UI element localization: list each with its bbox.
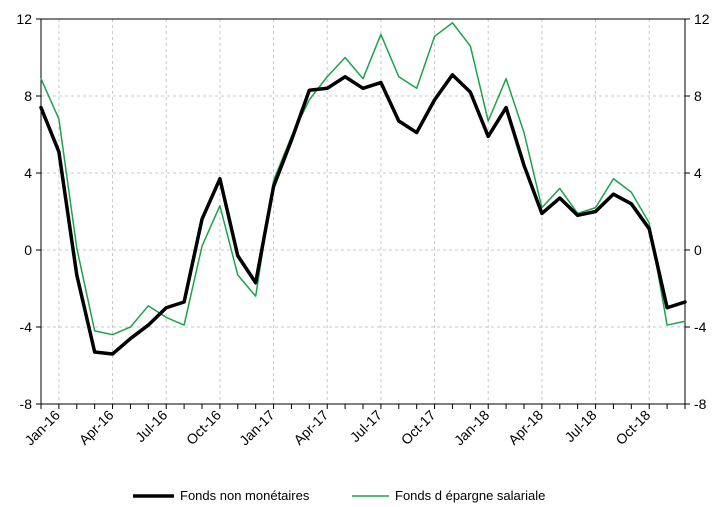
y-axis-right-labels: -8 -4 0 4 8 12 bbox=[694, 11, 710, 412]
x-tick-label: Apr-18 bbox=[505, 407, 546, 448]
legend: Fonds non monétaires Fonds d épargne sal… bbox=[133, 488, 545, 503]
x-tick-label: Apr-17 bbox=[290, 407, 331, 448]
x-tick-label: Jul-17 bbox=[347, 407, 385, 445]
y-tick-label-left: -4 bbox=[20, 319, 33, 335]
series-lines bbox=[39, 22, 687, 356]
y-tick-label-right: 8 bbox=[694, 88, 702, 104]
x-tick-label: Jan-17 bbox=[236, 407, 278, 449]
y-tick-label-right: -4 bbox=[694, 319, 707, 335]
x-tick-label: Oct-17 bbox=[398, 407, 439, 448]
x-tick-label: Jul-16 bbox=[132, 407, 170, 445]
x-axis-labels: Jan-16 Apr-16 Jul-16 Oct-16 Jan-17 Apr-17 Jul-… bbox=[21, 407, 653, 449]
series-line-1 bbox=[39, 73, 687, 356]
x-tick-label: Oct-18 bbox=[612, 407, 653, 448]
y-tick-label-left: 8 bbox=[24, 88, 32, 104]
x-tick-label: Jul-18 bbox=[561, 407, 599, 445]
legend-label-series-2: Fonds d épargne salariale bbox=[395, 488, 545, 503]
legend-label-series-1: Fonds non monétaires bbox=[180, 488, 310, 503]
x-tick-label: Jan-16 bbox=[21, 407, 63, 449]
y-tick-label-left: -8 bbox=[20, 396, 33, 412]
axis-ticks bbox=[36, 18, 690, 409]
y-tick-label-right: -8 bbox=[694, 396, 707, 412]
y-tick-label-left: 4 bbox=[24, 165, 32, 181]
x-tick-label: Jan-18 bbox=[451, 407, 493, 449]
x-tick-label: Apr-16 bbox=[76, 407, 117, 448]
y-axis-left-labels: -8 -4 0 4 8 12 bbox=[16, 11, 32, 412]
x-tick-label: Oct-16 bbox=[183, 407, 224, 448]
y-tick-label-right: 12 bbox=[694, 11, 710, 27]
series-line-2 bbox=[40, 22, 686, 336]
y-tick-label-left: 12 bbox=[16, 11, 32, 27]
grid-lines bbox=[41, 19, 685, 404]
y-tick-label-right: 4 bbox=[694, 165, 702, 181]
y-tick-label-right: 0 bbox=[694, 242, 702, 258]
y-tick-label-left: 0 bbox=[24, 242, 32, 258]
